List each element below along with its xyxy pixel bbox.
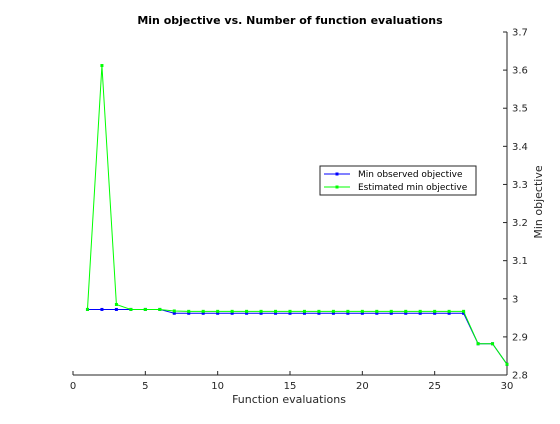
series-1-point [418,311,422,315]
x-tick-label: 5 [142,381,148,392]
series-2-point [201,309,205,313]
y-tick-label: 2.9 [512,332,528,343]
series-1-point [375,311,379,315]
legend-entry-1: Min observed objective [358,170,463,180]
series-2-point [230,309,234,313]
series-2-point [462,309,466,313]
series-2-point [346,309,350,313]
y-tick-label: 3.6 [512,66,528,77]
series-2-point [288,309,292,313]
series-1-point [317,311,321,315]
x-tick-label: 10 [211,381,224,392]
series-2-point [143,307,147,311]
series-2-point [505,362,509,366]
series-2-point [114,302,118,306]
series-2-point [85,307,89,311]
series-line-2 [86,65,508,365]
series-1-point [331,311,335,315]
series-2-point [259,309,263,313]
series-1-point [230,311,234,315]
legend-marker-1 [335,172,339,176]
series-1-point [389,311,393,315]
series-1-point [245,311,249,315]
series-1-point [447,311,451,315]
x-tick-label: 15 [284,381,297,392]
x-axis-label: Function evaluations [232,393,346,406]
x-tick-label: 25 [428,381,441,392]
y-axis-label: Min objective [532,165,545,238]
series-2-point [360,309,364,313]
legend: Min observed objective Estimated min obje… [319,165,477,196]
series-1-point [288,311,292,315]
series-2-point [476,342,480,346]
x-tick-label: 0 [70,381,76,392]
series-1-point [259,311,263,315]
x-tick-label: 20 [356,381,369,392]
series-2-point [129,307,133,311]
series-1-point [114,307,118,311]
series-2-point [491,342,495,346]
plot-area: 0 5 10 15 20 25 302.8 2.9 3 3.1 3.2 3.3 3.4 3.5 3.6 3.7 [70,28,528,393]
y-tick-label: 3.5 [512,104,528,115]
series-2-point [302,309,306,313]
legend-entry-2: Estimated min objective [358,183,468,193]
series-2-point [245,309,249,313]
y-tick-label: 2.8 [512,371,528,382]
y-tick-label: 3.2 [512,218,528,229]
series-1-point [274,311,278,315]
series-1-point [216,311,220,315]
series-1-point [360,311,364,315]
series-2-point [187,309,191,313]
series-2-point [216,309,220,313]
series-2-point [375,309,379,313]
chart-title: Min objective vs. Number of function eva… [137,14,443,27]
series-1-point [172,311,176,315]
y-tick-label: 3.3 [512,180,528,191]
series-2-point [433,309,437,313]
y-tick-label: 3.4 [512,142,528,153]
series-2-point [274,309,278,313]
y-tick-label: 3.1 [512,256,528,267]
y-tick-label: 3 [512,294,518,305]
series-2-point [418,309,422,313]
legend-marker-2 [335,185,339,189]
series-line-1 [87,308,508,365]
series-2-point [389,309,393,313]
series-1-point [187,311,191,315]
series-2-point [100,64,104,68]
series-2-point [404,309,408,313]
series-2-point [447,309,451,313]
series-1-point [201,311,205,315]
y-tick-label: 3.7 [512,28,528,39]
series-1-point [462,311,466,315]
series-1-point [302,311,306,315]
series-2-point [317,309,321,313]
legend-box [319,165,477,196]
series-2-point [331,309,335,313]
series-1-point [433,311,437,315]
series-1-point [404,311,408,315]
series-1-point [100,307,104,311]
series-2-point [158,307,162,311]
series-1-point [346,311,350,315]
series-2-point [172,309,176,313]
x-tick-label: 30 [501,381,514,392]
